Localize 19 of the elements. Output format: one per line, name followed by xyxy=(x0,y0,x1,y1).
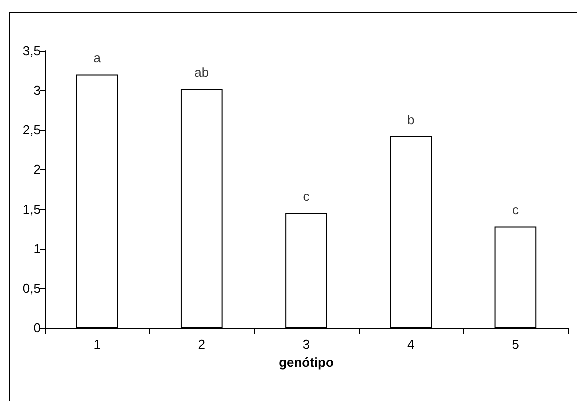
x-tick-label: 5 xyxy=(512,337,520,352)
y-tick-label: 1,5 xyxy=(22,202,41,217)
x-tick-label: 4 xyxy=(407,337,415,352)
y-tick-label: 2,5 xyxy=(22,122,41,138)
x-tick-label: 2 xyxy=(198,337,206,352)
annotation: c xyxy=(512,202,520,218)
annotation: c xyxy=(303,189,310,204)
y-tick-label: 1 xyxy=(34,241,41,256)
annotation: b xyxy=(407,112,415,128)
y-tick-label: 2 xyxy=(34,162,41,178)
x-tick-label: 3 xyxy=(302,337,310,352)
annotation: ab xyxy=(194,64,210,80)
y-tick-label: 0 xyxy=(34,320,41,336)
y-tick-label: 3 xyxy=(34,83,41,98)
annotation: a xyxy=(94,50,102,66)
y-tick-label: 3,5 xyxy=(22,44,41,58)
x-axis-title: genótipo xyxy=(279,355,334,370)
y-tick-label: 0,5 xyxy=(22,280,41,296)
x-tick-label: 1 xyxy=(94,337,101,352)
